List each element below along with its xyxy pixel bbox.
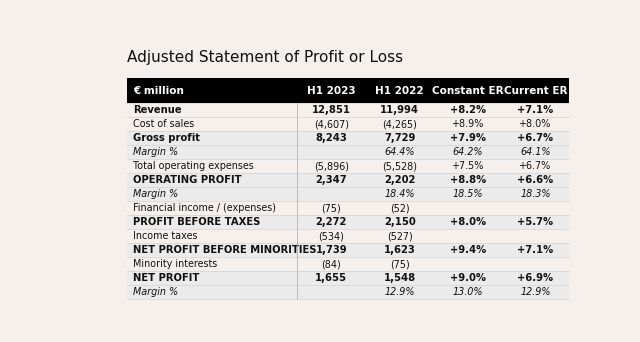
Text: Margin %: Margin % bbox=[133, 287, 178, 297]
Bar bbox=[127, 103, 568, 117]
Text: Margin %: Margin % bbox=[133, 189, 178, 199]
Text: (75): (75) bbox=[390, 259, 410, 269]
Text: 2,272: 2,272 bbox=[316, 217, 347, 227]
Text: (4,265): (4,265) bbox=[382, 119, 417, 129]
Bar bbox=[127, 215, 568, 229]
Text: NET PROFIT BEFORE MINORITIES: NET PROFIT BEFORE MINORITIES bbox=[133, 245, 317, 255]
Text: 12.9%: 12.9% bbox=[520, 287, 550, 297]
Text: PROFIT BEFORE TAXES: PROFIT BEFORE TAXES bbox=[133, 217, 260, 227]
Text: +8.9%: +8.9% bbox=[452, 119, 484, 129]
Text: 18.3%: 18.3% bbox=[520, 189, 550, 199]
Text: Gross profit: Gross profit bbox=[133, 133, 200, 143]
Text: Income taxes: Income taxes bbox=[133, 231, 198, 241]
Text: (84): (84) bbox=[321, 259, 341, 269]
Text: +8.2%: +8.2% bbox=[450, 105, 486, 115]
Text: NET PROFIT: NET PROFIT bbox=[133, 273, 200, 283]
Text: +5.7%: +5.7% bbox=[517, 217, 554, 227]
Bar bbox=[127, 187, 568, 201]
Text: 1,623: 1,623 bbox=[384, 245, 415, 255]
Text: (4,607): (4,607) bbox=[314, 119, 349, 129]
Text: Total operating expenses: Total operating expenses bbox=[133, 161, 254, 171]
Text: +7.9%: +7.9% bbox=[450, 133, 486, 143]
Text: 18.5%: 18.5% bbox=[453, 189, 483, 199]
Text: (5,528): (5,528) bbox=[382, 161, 417, 171]
Text: 64.1%: 64.1% bbox=[520, 147, 550, 157]
Bar bbox=[127, 285, 568, 299]
Bar bbox=[127, 229, 568, 243]
Text: Adjusted Statement of Profit or Loss: Adjusted Statement of Profit or Loss bbox=[127, 50, 403, 65]
Bar bbox=[127, 271, 568, 285]
Text: (75): (75) bbox=[321, 203, 341, 213]
Text: +7.1%: +7.1% bbox=[517, 105, 554, 115]
Bar bbox=[127, 257, 568, 271]
Text: 12.9%: 12.9% bbox=[385, 287, 415, 297]
Text: Minority interests: Minority interests bbox=[133, 259, 218, 269]
Text: (52): (52) bbox=[390, 203, 410, 213]
Text: 1,739: 1,739 bbox=[316, 245, 347, 255]
Text: (527): (527) bbox=[387, 231, 413, 241]
Text: H1 2023: H1 2023 bbox=[307, 86, 356, 96]
Text: 2,347: 2,347 bbox=[316, 175, 347, 185]
Text: 1,655: 1,655 bbox=[316, 273, 348, 283]
Bar bbox=[127, 78, 568, 103]
Text: (5,896): (5,896) bbox=[314, 161, 349, 171]
Bar bbox=[127, 145, 568, 159]
Text: Revenue: Revenue bbox=[133, 105, 182, 115]
Text: +7.1%: +7.1% bbox=[517, 245, 554, 255]
Text: +8.0%: +8.0% bbox=[450, 217, 486, 227]
Text: 2,202: 2,202 bbox=[384, 175, 415, 185]
Text: 11,994: 11,994 bbox=[380, 105, 419, 115]
Text: 12,851: 12,851 bbox=[312, 105, 351, 115]
Bar bbox=[127, 243, 568, 257]
Text: 7,729: 7,729 bbox=[384, 133, 415, 143]
Text: (534): (534) bbox=[318, 231, 344, 241]
Bar bbox=[127, 131, 568, 145]
Text: +9.4%: +9.4% bbox=[450, 245, 486, 255]
Text: Current ER: Current ER bbox=[504, 86, 567, 96]
Text: +6.9%: +6.9% bbox=[517, 273, 554, 283]
Text: 1,548: 1,548 bbox=[383, 273, 416, 283]
Text: +9.0%: +9.0% bbox=[450, 273, 486, 283]
Text: +7.5%: +7.5% bbox=[452, 161, 484, 171]
Text: 18.4%: 18.4% bbox=[385, 189, 415, 199]
Text: 64.2%: 64.2% bbox=[453, 147, 483, 157]
Text: Constant ER: Constant ER bbox=[432, 86, 504, 96]
Text: € million: € million bbox=[133, 86, 184, 96]
Bar bbox=[127, 117, 568, 131]
Text: +8.8%: +8.8% bbox=[450, 175, 486, 185]
Text: +6.7%: +6.7% bbox=[519, 161, 552, 171]
Text: Margin %: Margin % bbox=[133, 147, 178, 157]
Text: H1 2022: H1 2022 bbox=[376, 86, 424, 96]
Text: +6.7%: +6.7% bbox=[517, 133, 554, 143]
Text: +6.6%: +6.6% bbox=[517, 175, 554, 185]
Text: 13.0%: 13.0% bbox=[453, 287, 483, 297]
Text: OPERATING PROFIT: OPERATING PROFIT bbox=[133, 175, 242, 185]
Bar bbox=[127, 201, 568, 215]
Text: 8,243: 8,243 bbox=[316, 133, 347, 143]
Text: Cost of sales: Cost of sales bbox=[133, 119, 195, 129]
Text: Financial income / (expenses): Financial income / (expenses) bbox=[133, 203, 276, 213]
Bar bbox=[127, 173, 568, 187]
Text: +8.0%: +8.0% bbox=[519, 119, 552, 129]
Bar bbox=[127, 159, 568, 173]
Text: 64.4%: 64.4% bbox=[385, 147, 415, 157]
Text: 2,150: 2,150 bbox=[384, 217, 415, 227]
